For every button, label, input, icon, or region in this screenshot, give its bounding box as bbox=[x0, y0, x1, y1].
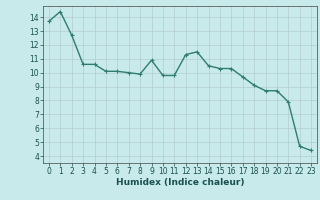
X-axis label: Humidex (Indice chaleur): Humidex (Indice chaleur) bbox=[116, 178, 244, 187]
